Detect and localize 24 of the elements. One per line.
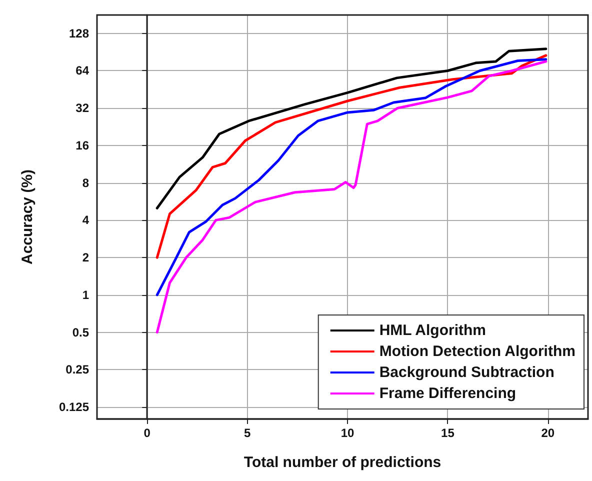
line-series xyxy=(156,48,548,210)
y-tick-label: 1 xyxy=(82,288,90,302)
x-tick-label: 20 xyxy=(541,426,555,440)
legend-label: HML Algorithm xyxy=(379,322,486,339)
legend-label: Frame Differencing xyxy=(379,385,516,402)
x-axis-title: Total number of predictions xyxy=(244,454,442,471)
x-tick-label: 10 xyxy=(340,426,355,440)
y-tick-label: 32 xyxy=(76,101,90,116)
legend-label: Motion Detection Algorithm xyxy=(379,343,576,360)
y-tick-label: 128 xyxy=(68,26,90,40)
y-tick-label: 16 xyxy=(76,138,90,152)
y-tick-label: 0.5 xyxy=(72,325,90,340)
line-series xyxy=(156,54,548,259)
y-tick-label: 4 xyxy=(82,213,90,228)
y-axis-title: Accuracy (%) xyxy=(19,169,36,265)
y-tick-label: 0.125 xyxy=(58,400,90,414)
y-tick-label: 64 xyxy=(76,64,90,78)
x-tick-label: 0 xyxy=(144,426,151,440)
y-tick-label: 0.25 xyxy=(66,362,90,377)
x-tick-label: 5 xyxy=(244,426,251,440)
y-tick-label: 8 xyxy=(82,176,90,190)
y-tick-label: 2 xyxy=(82,250,90,265)
legend-label: Background Subtraction xyxy=(379,364,554,381)
x-tick-label: 15 xyxy=(441,426,455,440)
